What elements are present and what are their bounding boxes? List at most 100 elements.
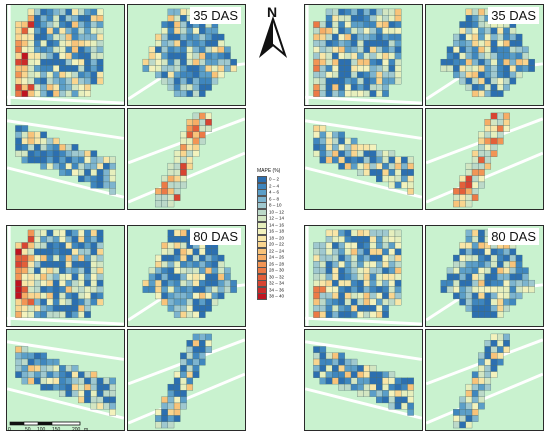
grid-tile — [363, 273, 371, 281]
grid-tile — [465, 21, 473, 28]
grid-tile — [46, 144, 54, 151]
grid-tile — [388, 33, 396, 41]
grid-tile — [59, 371, 66, 378]
grid-tile — [332, 371, 339, 378]
grid-tile — [344, 273, 352, 281]
grid-tile — [338, 267, 345, 274]
grid-tile — [71, 298, 79, 306]
grid-tile — [388, 236, 396, 243]
grid-tile — [52, 71, 60, 79]
grid-tile — [357, 144, 364, 151]
grid-tile — [522, 58, 529, 66]
grid-tile — [34, 298, 41, 306]
grid-tile — [27, 15, 35, 22]
grid-tile — [161, 298, 168, 306]
grid-tile — [96, 267, 104, 274]
grid-tile — [388, 292, 396, 300]
road — [7, 340, 124, 361]
grid-tile — [217, 292, 225, 300]
grid-tile — [338, 71, 345, 79]
grid-tile — [319, 279, 327, 287]
grid-tile — [465, 421, 473, 429]
grid-tile — [401, 175, 408, 183]
grid-tile — [15, 71, 22, 79]
grid-tile — [34, 144, 41, 151]
grid-tile — [382, 286, 389, 293]
grid-tile — [459, 52, 466, 60]
grid-tile — [103, 402, 110, 410]
grid-tile — [155, 33, 162, 41]
grid-tile — [382, 27, 389, 35]
grid-tile — [350, 52, 358, 60]
grid-tile — [503, 346, 510, 353]
grid-tile — [180, 46, 187, 53]
grid-tile — [34, 40, 41, 47]
grid-tile — [369, 383, 377, 391]
grid-tile — [350, 383, 358, 391]
grid-tile — [224, 65, 231, 72]
grid-tile — [34, 261, 41, 268]
grid-tile — [484, 58, 492, 66]
map-field-a — [6, 225, 125, 327]
grid-tile — [369, 273, 377, 281]
grid-tile — [350, 162, 358, 170]
grid-tile — [394, 402, 402, 410]
panel-group-top-right: 35 DAS — [304, 4, 544, 210]
grid-tile — [27, 292, 35, 300]
grid-tile — [453, 267, 460, 274]
grid-tile — [446, 267, 454, 274]
grid-tile — [52, 156, 60, 164]
grid-tile — [52, 144, 60, 151]
grid-tile — [192, 27, 200, 35]
grid-tile — [211, 286, 219, 293]
grid-tile — [90, 40, 98, 47]
grid-tile — [509, 27, 517, 35]
grid-tile — [46, 77, 54, 85]
legend-item: 12 – 14 — [257, 215, 284, 222]
legend-label: 0 – 2 — [269, 176, 280, 182]
grid-tile — [484, 27, 492, 35]
grid-tile — [173, 371, 181, 378]
grid-tile — [490, 131, 498, 139]
grid-tile — [376, 371, 383, 378]
grid-tile — [84, 175, 91, 183]
grid-tile — [376, 21, 383, 28]
grid-tile — [382, 273, 389, 281]
grid-tile — [484, 90, 492, 97]
grid-tile — [96, 383, 104, 391]
grid-tile — [459, 415, 466, 422]
grid-tile — [65, 27, 73, 35]
grid-tile — [509, 279, 517, 287]
grid-tile — [109, 181, 116, 189]
grid-tile — [40, 292, 47, 300]
grid-tile — [90, 150, 98, 157]
grid-tile — [84, 311, 91, 318]
grid-tile — [199, 254, 206, 262]
grid-tile — [40, 254, 47, 262]
grid-tile — [376, 27, 383, 35]
grid-tile — [180, 396, 187, 404]
grid-tile — [388, 286, 396, 293]
grid-tile — [376, 279, 383, 287]
grid-tile — [211, 46, 219, 53]
grid-tile — [338, 33, 345, 41]
grid-tile — [319, 58, 327, 66]
grid-tile — [78, 267, 85, 274]
grid-tile — [509, 273, 517, 281]
grid-tile — [21, 156, 29, 164]
grid-tile — [313, 21, 320, 28]
grid-tile — [363, 15, 371, 22]
grid-tile — [350, 377, 358, 385]
grid-tile — [459, 254, 466, 262]
grid-tile — [484, 340, 492, 347]
grid-tile — [332, 298, 339, 306]
grid-tile — [515, 58, 523, 66]
grid-tile — [478, 396, 485, 404]
grid-tile — [503, 340, 510, 347]
grid-tile — [173, 377, 181, 385]
legend-item: 22 – 24 — [257, 247, 284, 255]
grid-tile — [199, 261, 206, 268]
grid-tile — [382, 84, 389, 91]
grid-tile — [65, 286, 73, 293]
grid-tile — [515, 286, 523, 293]
